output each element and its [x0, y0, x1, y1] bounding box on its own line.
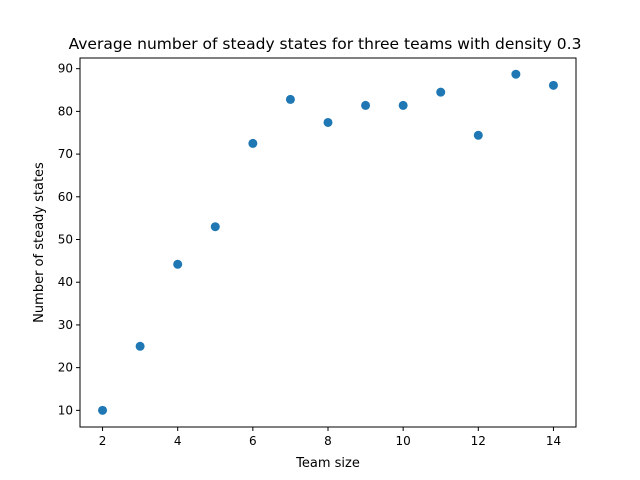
plot-frame [79, 57, 577, 428]
y-tick-label: 90 [58, 62, 73, 76]
x-tick-label: 10 [396, 434, 411, 448]
data-point [173, 259, 183, 269]
data-point [210, 222, 220, 232]
x-tick-label: 12 [471, 434, 486, 448]
y-tick-label: 60 [58, 190, 73, 204]
data-points [98, 69, 558, 415]
data-point [473, 130, 483, 140]
x-axis-label: Team size [295, 456, 360, 471]
data-point [98, 405, 108, 415]
data-point [323, 117, 333, 127]
y-tick-label: 40 [58, 275, 73, 289]
data-point [511, 69, 521, 79]
data-point [436, 87, 446, 97]
data-point [285, 94, 295, 104]
x-tick-label: 2 [99, 434, 107, 448]
y-axis-ticks: 10 20 30 40 50 60 70 80 90 [58, 62, 80, 417]
data-point [248, 138, 258, 148]
y-axis-label: Number of steady states [32, 162, 47, 323]
x-axis-ticks: 2 4 6 8 10 12 14 [99, 427, 561, 448]
y-tick-label: 70 [58, 147, 73, 161]
x-tick-label: 4 [174, 434, 182, 448]
data-point [361, 100, 371, 110]
y-tick-label: 10 [58, 403, 73, 417]
y-tick-label: 30 [58, 318, 73, 332]
chart-title: Average number of steady states for thre… [69, 35, 582, 53]
x-tick-label: 6 [249, 434, 257, 448]
y-tick-label: 80 [58, 104, 73, 118]
x-tick-label: 8 [324, 434, 332, 448]
x-tick-label: 14 [546, 434, 561, 448]
y-tick-label: 20 [58, 361, 73, 375]
data-point [398, 100, 408, 110]
data-point [135, 341, 145, 351]
y-tick-label: 50 [58, 233, 73, 247]
data-point [548, 80, 558, 90]
